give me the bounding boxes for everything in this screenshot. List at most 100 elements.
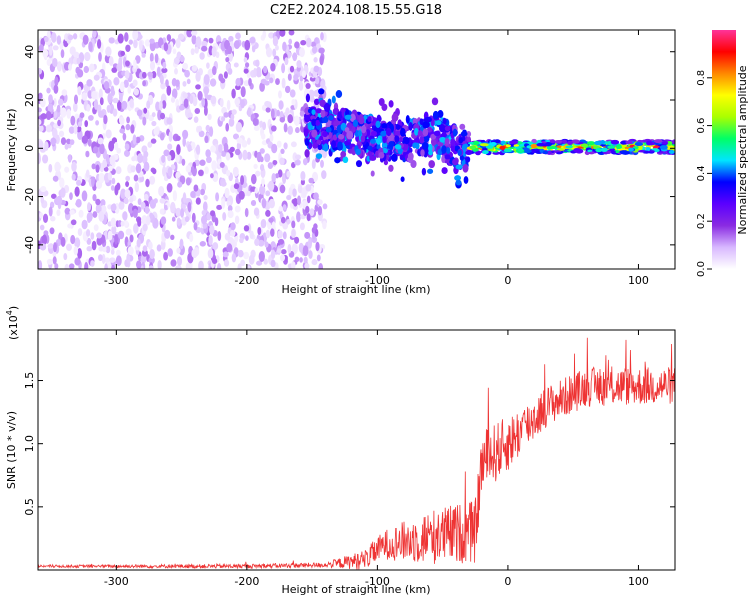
heatmap-cell: [81, 190, 88, 202]
heatmap-cell: [151, 112, 156, 118]
heatmap-cell: [195, 197, 201, 205]
heatmap-cell: [270, 259, 276, 268]
heatmap-cell: [224, 232, 231, 241]
heatmap-cell: [526, 141, 534, 144]
heatmap-cell: [270, 62, 276, 72]
heatmap-cell: [107, 230, 113, 241]
heatmap-cell: [60, 49, 65, 59]
x-tick-label: -300: [104, 274, 129, 287]
heatmap-cell: [125, 44, 131, 53]
heatmap-cell: [109, 257, 116, 263]
heatmap-cell: [666, 141, 673, 146]
heatmap-cell: [231, 253, 237, 263]
heatmap-cell: [254, 238, 260, 247]
heatmap-cell: [241, 140, 248, 148]
heatmap-cell: [114, 233, 118, 245]
heatmap-cell: [127, 86, 132, 94]
heatmap-cell: [144, 206, 150, 214]
heatmap-cell: [232, 133, 240, 140]
heatmap-cell: [245, 62, 250, 68]
heatmap-cell: [45, 110, 52, 121]
heatmap-cell: [64, 263, 70, 269]
heatmap-cell: [606, 150, 612, 154]
heatmap-cell: [177, 33, 185, 40]
heatmap-cell: [240, 259, 246, 267]
heatmap-cell: [160, 216, 167, 225]
heatmap-cell: [92, 146, 99, 154]
heatmap-cell: [446, 147, 451, 155]
heatmap-cell: [643, 150, 650, 154]
heatmap-cell: [159, 74, 164, 85]
heatmap-cell: [112, 97, 119, 104]
heatmap-cell: [223, 259, 230, 267]
heatmap-cell: [126, 253, 131, 264]
heatmap-cell: [455, 164, 463, 170]
heatmap-cell: [299, 257, 303, 263]
heatmap-cell: [221, 116, 226, 122]
heatmap-cell: [48, 206, 53, 217]
heatmap-cell: [352, 119, 359, 128]
heatmap-cell: [106, 105, 111, 113]
heatmap-cell: [167, 166, 173, 177]
heatmap-cell: [421, 141, 429, 150]
heatmap-cell: [118, 92, 123, 103]
heatmap-cell: [331, 95, 336, 104]
heatmap-cell: [382, 135, 387, 144]
heatmap-cell: [235, 77, 241, 87]
heatmap-cell: [565, 145, 574, 149]
heatmap-cell: [48, 94, 53, 104]
heatmap-cell: [290, 141, 297, 148]
heatmap-cell: [155, 101, 161, 112]
heatmap-cell: [149, 61, 156, 71]
heatmap-cell: [432, 110, 439, 120]
heatmap-cell: [317, 199, 323, 205]
heatmap-cell: [56, 104, 61, 113]
heatmap-cell: [587, 149, 593, 153]
heatmap-cell: [125, 228, 132, 236]
heatmap-cell: [89, 63, 95, 73]
heatmap-cell: [81, 92, 88, 101]
heatmap-cell: [167, 248, 173, 257]
heatmap-cell: [444, 125, 451, 132]
heatmap-cell: [110, 85, 115, 95]
heatmap-cell: [166, 117, 173, 125]
heatmap-cell: [206, 156, 212, 164]
heatmap-cell: [133, 39, 138, 49]
heatmap-cell: [56, 35, 62, 45]
heatmap-cell: [91, 176, 95, 187]
heatmap-cell: [105, 245, 111, 254]
heatmap-cell: [272, 35, 279, 47]
heatmap-cell: [77, 248, 83, 259]
heatmap-cell: [281, 63, 286, 74]
heatmap-cell: [141, 71, 147, 79]
heatmap-cell: [170, 96, 176, 103]
heatmap-cell: [265, 107, 271, 113]
heatmap-cell: [659, 145, 668, 150]
heatmap-cell: [56, 195, 63, 205]
heatmap-cell: [291, 261, 296, 269]
heatmap-cell: [270, 108, 275, 119]
heatmap-cell: [229, 146, 235, 153]
heatmap-cell: [259, 120, 264, 129]
heatmap-cell: [119, 128, 125, 134]
heatmap-cell: [264, 241, 269, 248]
heatmap-cell: [288, 30, 295, 36]
heatmap-cell: [295, 127, 300, 134]
heatmap-cell: [102, 246, 107, 253]
heatmap-cell: [227, 210, 234, 219]
heatmap-cell: [182, 136, 187, 147]
heatmap-cell: [319, 55, 324, 66]
heatmap-cell: [46, 87, 51, 94]
heatmap-cell: [136, 238, 141, 248]
heatmap-cell: [320, 109, 326, 118]
heatmap-cell: [78, 209, 84, 218]
heatmap-cell: [52, 175, 59, 182]
heatmap-cell: [83, 83, 89, 92]
heatmap-cell: [63, 253, 68, 261]
heatmap-cell: [182, 192, 187, 204]
heatmap-cell: [238, 190, 245, 200]
heatmap-cell: [194, 46, 199, 54]
heatmap-cell: [452, 128, 458, 137]
heatmap-cell: [258, 251, 265, 262]
heatmap-cell: [203, 195, 208, 201]
